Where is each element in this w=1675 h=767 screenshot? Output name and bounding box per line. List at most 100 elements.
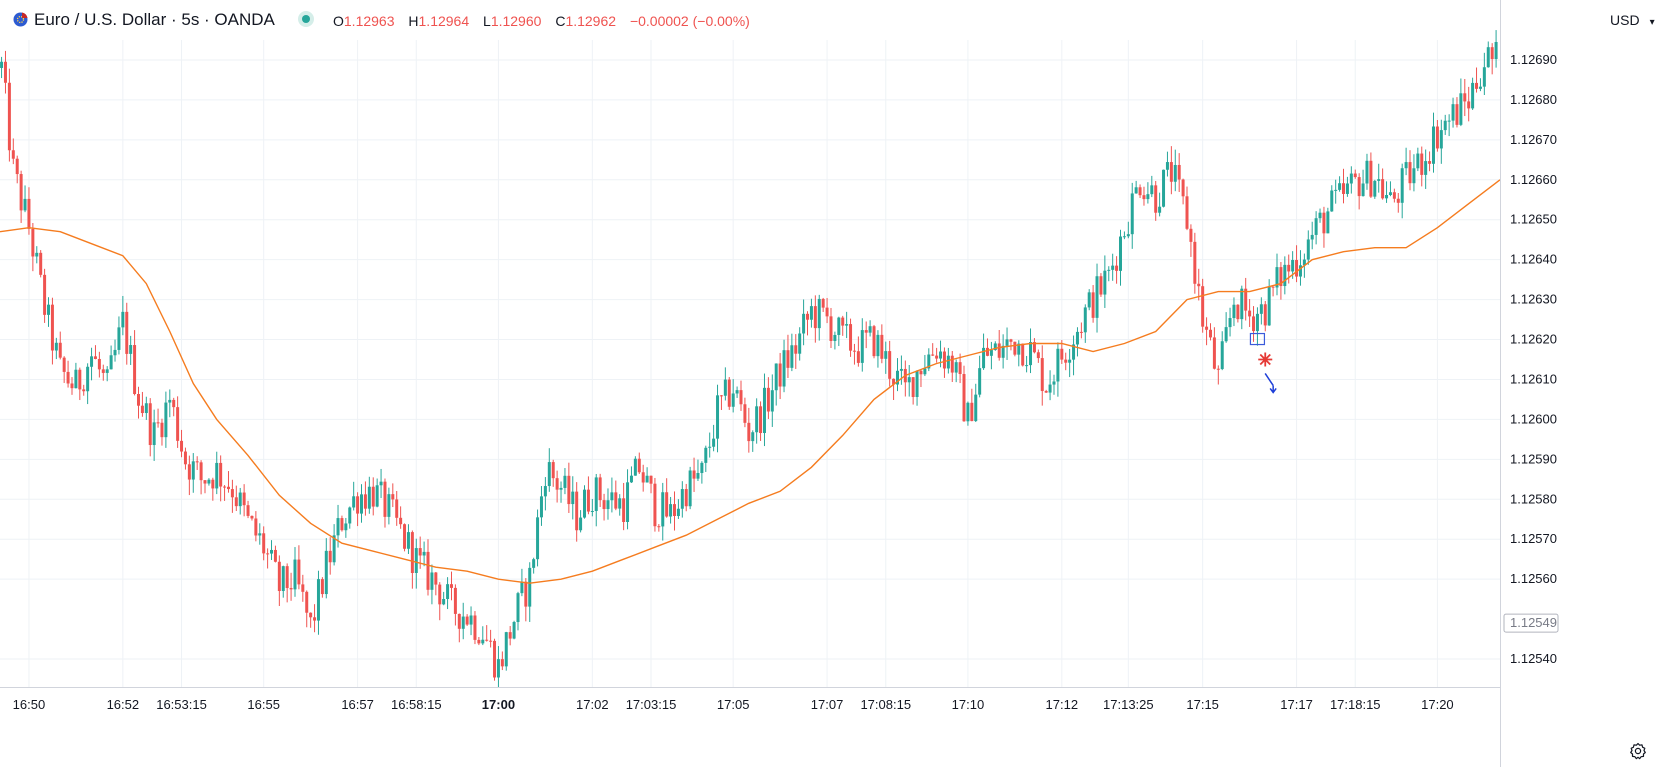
candle-body — [1424, 161, 1428, 175]
candle-body — [465, 616, 469, 625]
candle-body — [704, 447, 708, 463]
candle-body — [649, 475, 653, 484]
moving-average-line — [0, 179, 1501, 584]
candle-body — [942, 351, 946, 369]
price-tick-label: 1.12690 — [1510, 52, 1557, 67]
candle-body — [461, 616, 465, 629]
candle-body — [700, 462, 704, 474]
candle-body — [1388, 192, 1392, 196]
candle-body — [70, 383, 74, 389]
candle-body — [610, 492, 614, 501]
candle-body — [946, 355, 950, 369]
candle-body — [418, 548, 422, 556]
candle-body — [1095, 276, 1099, 318]
candle-body — [1189, 228, 1193, 242]
candle-body — [809, 306, 813, 320]
candle-body — [731, 393, 735, 407]
candle-body — [669, 504, 673, 517]
chart-annotations[interactable] — [1249, 332, 1277, 394]
candle-body — [825, 307, 829, 317]
candle-body — [101, 369, 105, 373]
candle-body — [109, 355, 113, 370]
time-tick-label: 17:07 — [811, 697, 844, 712]
time-tick-label: 17:15 — [1186, 697, 1219, 712]
candle-body — [755, 406, 759, 433]
candle-body — [324, 550, 328, 595]
price-scale[interactable]: 1.12690 1.12680 1.12670 1.12660 1.12650 1.126… — [1500, 0, 1559, 767]
currency-dropdown[interactable]: USD ▾ — [1610, 12, 1655, 28]
candle-body — [864, 330, 868, 333]
candle-body — [1052, 381, 1056, 385]
arrow-down-marker — [1264, 373, 1277, 394]
candle-body — [598, 477, 602, 501]
settings-gear-icon[interactable] — [1628, 741, 1648, 761]
candle-body — [856, 351, 860, 363]
candle-body — [993, 343, 997, 351]
candle-body — [457, 613, 461, 629]
time-tick-label: 17:10 — [952, 697, 985, 712]
candle-body — [653, 483, 657, 527]
candle-body — [551, 462, 555, 479]
candle-body — [1443, 120, 1447, 131]
candle-body — [54, 342, 58, 351]
candle-body — [50, 304, 54, 351]
candle-body — [78, 369, 82, 390]
candle-body — [641, 472, 645, 483]
candle-body — [1486, 47, 1490, 68]
candle-body — [1447, 120, 1451, 122]
time-tick-label: 17:02 — [576, 697, 609, 712]
price-tick-label: 1.12630 — [1510, 292, 1557, 307]
candle-body — [712, 438, 716, 447]
candle-body — [7, 82, 11, 151]
candle-body — [133, 345, 137, 395]
candle-body — [191, 461, 195, 480]
price-tick-label: 1.12540 — [1510, 651, 1557, 666]
candle-body — [688, 470, 692, 507]
time-tick-label: 16:52 — [107, 697, 140, 712]
candle-body — [1236, 304, 1240, 320]
market-open-dot-icon[interactable] — [298, 11, 314, 27]
candle-body — [500, 659, 504, 667]
candle-body — [1029, 342, 1033, 366]
candle-body — [254, 518, 258, 536]
time-tick-label: 16:57 — [341, 697, 374, 712]
candle-body — [927, 354, 931, 369]
candle-body — [782, 350, 786, 387]
candle-body — [1216, 368, 1220, 370]
candle-body — [1326, 211, 1330, 234]
candle-body — [58, 342, 62, 358]
candle-body — [1420, 153, 1424, 175]
candle-body — [74, 369, 78, 389]
candle-body — [837, 317, 841, 335]
candle-body — [982, 347, 986, 369]
candle-body — [176, 407, 180, 441]
candle-body — [802, 313, 806, 334]
candle-body — [852, 350, 856, 352]
time-scale[interactable]: 16:50 16:52 16:53:15 16:55 16:57 16:58:15 17:0… — [0, 687, 1500, 713]
candle-body — [90, 356, 94, 367]
candle-body — [19, 174, 23, 211]
candle-body — [207, 479, 211, 484]
candle-body — [11, 150, 15, 159]
candle-body — [1365, 160, 1369, 184]
candle-body — [919, 370, 923, 375]
candle-body — [1439, 130, 1443, 149]
candle-body — [618, 498, 622, 509]
candle-body — [273, 549, 277, 562]
time-tick-label: 17:13:25 — [1103, 697, 1154, 712]
candle-body — [739, 390, 743, 405]
candle-body — [1240, 288, 1244, 320]
candle-body — [1060, 348, 1064, 360]
candle-body — [845, 324, 849, 326]
price-tick-label: 1.12680 — [1510, 92, 1557, 107]
candle-body — [1048, 384, 1052, 393]
candle-body — [1467, 101, 1471, 109]
symbol-title[interactable]: Euro / U.S. Dollar · 5s · OANDA — [34, 10, 275, 29]
candle-body — [1314, 218, 1318, 235]
candle-body — [1345, 183, 1349, 194]
candle-body — [316, 579, 320, 621]
candle-body — [1310, 234, 1314, 240]
currency-pair-flag-icon[interactable] — [13, 12, 28, 27]
marker-box — [1249, 332, 1266, 346]
